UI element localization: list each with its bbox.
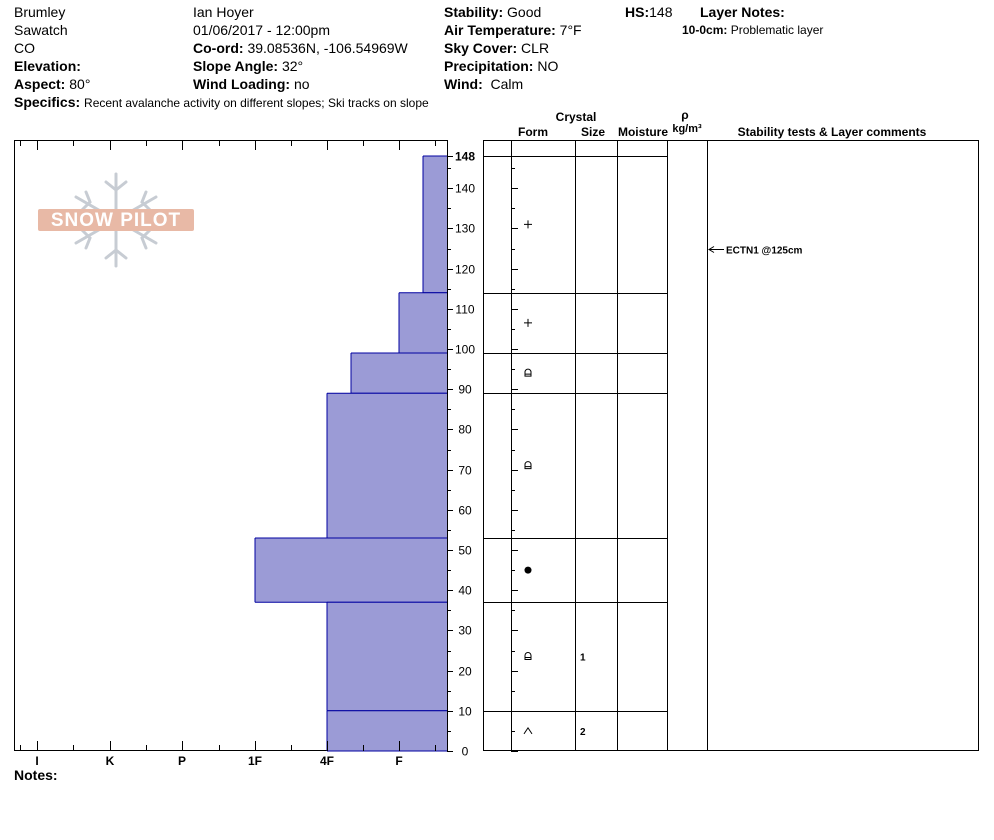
coord-value: 39.08536N, -106.54969W (247, 40, 408, 56)
logo-banner (38, 209, 194, 231)
crystal-form-3 (524, 368, 532, 377)
layer-note-depth: 10-0cm: (682, 23, 728, 37)
elevation-label: Elevation: (14, 58, 81, 74)
density-unit-header: kg/m³ (672, 123, 702, 135)
crystal-size-7: 2 (580, 727, 586, 738)
sky-value: CLR (521, 40, 550, 56)
crystal-form-4 (524, 461, 532, 470)
sky-label: Sky Cover: (444, 40, 518, 56)
range-name: Sawatch (14, 22, 68, 38)
specifics-label: Specifics: (14, 94, 81, 110)
wind-field: Wind: Calm (444, 75, 523, 93)
coord-field: Co-ord: 39.08536N, -106.54969W (193, 39, 408, 57)
windload-field: Wind Loading: no (193, 75, 310, 93)
height-tick-label-80: 80 (458, 423, 472, 437)
windload-label: Wind Loading: (193, 76, 291, 92)
height-tick-label-120: 120 (455, 263, 475, 277)
snow-pilot-logo: SNOW PILOT (38, 170, 194, 270)
observation-datetime: 01/06/2017 - 12:00pm (193, 22, 330, 38)
crystal-form-5 (524, 566, 532, 574)
notes-label: Notes: (14, 767, 58, 783)
layer-note: 10-0cm: Problematic layer (682, 23, 823, 37)
precip-field: Precipitation: NO (444, 57, 558, 75)
aspect-field: Aspect: 80° (14, 75, 90, 93)
layer-note-text: Problematic layer (730, 23, 824, 37)
sky-field: Sky Cover: CLR (444, 39, 549, 57)
slope-field: Slope Angle: 32° (193, 57, 303, 75)
slope-label: Slope Angle: (193, 58, 279, 74)
hardness-label-K: K (106, 754, 115, 768)
crystal-header: Crystal (555, 110, 597, 124)
hardness-panel (14, 140, 448, 751)
hs-label: HS: (625, 4, 650, 20)
aspect-label: Aspect: (14, 76, 66, 92)
height-tick-label-140: 140 (455, 182, 475, 196)
hardness-bar-2 (399, 292, 447, 354)
airtemp-label: Air Temperature: (444, 22, 556, 38)
layer-panel (483, 140, 979, 751)
hardness-bar-1 (423, 156, 447, 293)
form-header: Form (518, 125, 548, 139)
crystal-size-6: 1 (580, 653, 586, 664)
height-tick-label-90: 90 (458, 383, 472, 397)
aspect-value: 80° (69, 76, 91, 92)
hardness-label-I: I (35, 754, 38, 768)
slope-value: 32° (281, 58, 304, 74)
stability-value: Good (507, 4, 542, 20)
rho-header: ρ (681, 108, 689, 122)
logo-text: SNOW PILOT (50, 210, 182, 231)
height-tick-label-10: 10 (458, 705, 472, 719)
height-tick-label-70: 70 (458, 464, 472, 478)
elevation-field: Elevation: (14, 57, 81, 75)
height-tick-label-100: 100 (455, 343, 475, 357)
precip-label: Precipitation: (444, 58, 534, 74)
layer-notes-heading: Layer Notes: (700, 4, 785, 20)
location-name: Brumley (14, 4, 66, 20)
stability-test-arrowhead (708, 246, 715, 253)
hardness-label-1F: 1F (248, 754, 262, 768)
wind-label: Wind: (444, 76, 483, 92)
height-tick-label-0: 0 (462, 745, 469, 759)
height-tick-label-110: 110 (455, 303, 474, 317)
stability-field: Stability: Good (444, 3, 541, 21)
specifics-text: Recent avalanche activity on different s… (84, 96, 429, 110)
height-tick-label-130: 130 (455, 222, 475, 236)
hardness-label-4F: 4F (320, 754, 334, 768)
height-tick-label-20: 20 (458, 665, 472, 679)
size-header: Size (580, 125, 605, 139)
specifics-field: Specifics: Recent avalanche activity on … (14, 93, 429, 112)
hs-field: HS:148 (625, 3, 672, 21)
windload-value: no (293, 76, 310, 92)
hardness-bar-7 (327, 710, 447, 751)
coord-label: Co-ord: (193, 40, 244, 56)
hardness-label-F: F (395, 754, 402, 768)
stability-test-marker: ECTN1 @125cm (708, 246, 803, 257)
wind-value: Calm (490, 76, 524, 92)
stability-test-label: ECTN1 @125cm (726, 246, 803, 257)
hardness-bar-5 (255, 537, 447, 603)
height-tick-label-60: 60 (458, 504, 472, 518)
precip-value: NO (537, 58, 559, 74)
hardness-label-P: P (178, 754, 186, 768)
stability-tests-header: Stability tests & Layer comments (737, 125, 927, 139)
height-tick-label-148: 148 (455, 150, 475, 164)
height-tick-label-40: 40 (458, 584, 472, 598)
observer-name: Ian Hoyer (193, 4, 254, 20)
height-tick-label-30: 30 (458, 624, 472, 638)
height-tick-label-50: 50 (458, 544, 472, 558)
hardness-bar-3 (351, 353, 447, 394)
hardness-bar-6 (327, 602, 447, 711)
crystal-form-6 (524, 652, 532, 661)
stability-label: Stability: (444, 4, 504, 20)
airtemp-value: 7°F (559, 22, 582, 38)
hs-value: 148 (649, 4, 673, 20)
hardness-bar-4 (327, 393, 447, 538)
airtemp-field: Air Temperature: 7°F (444, 21, 582, 39)
crystal-form-7 (523, 726, 533, 735)
state-name: CO (14, 40, 35, 56)
moisture-header: Moisture (617, 125, 668, 139)
